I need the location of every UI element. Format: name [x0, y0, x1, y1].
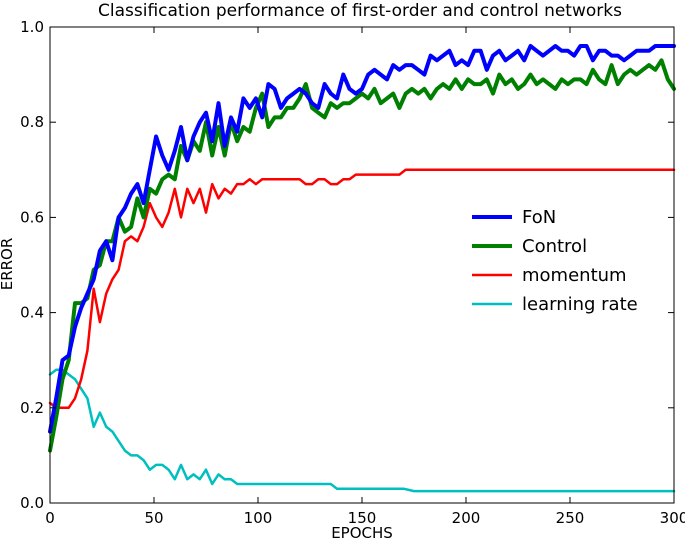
legend-label: momentum: [522, 265, 627, 286]
x-tick-label: 0: [45, 509, 55, 527]
y-axis-title: ERROR: [0, 238, 16, 291]
y-tick-label: 0.4: [20, 304, 44, 322]
x-axis-title: EPOCHS: [331, 524, 393, 540]
series-line-control: [48, 58, 676, 453]
y-tick-label: 0.0: [20, 494, 44, 512]
legend: FoN Control momentum learning rate: [472, 207, 638, 315]
y-tick-label: 1.0: [20, 18, 44, 36]
y-tick-label: 0.2: [20, 399, 44, 417]
legend-label: learning rate: [522, 294, 638, 315]
x-tick-label: 50: [144, 509, 163, 527]
x-tick-label: 200: [452, 509, 481, 527]
series-line-learning-rate: [48, 368, 676, 493]
series-line-momentum: [48, 168, 676, 410]
chart-title: Classification performance of first-orde…: [98, 1, 622, 21]
x-tick-label: 150: [348, 509, 377, 527]
y-tick-label: 0.6: [20, 208, 44, 226]
x-tick-label: 100: [244, 509, 273, 527]
x-tick-label: 300: [660, 509, 685, 527]
legend-label: FoN: [522, 207, 556, 228]
series-line-fon: [48, 44, 676, 434]
legend-label: Control: [522, 236, 587, 257]
x-tick-label: 250: [556, 509, 585, 527]
y-tick-label: 0.8: [20, 113, 44, 131]
